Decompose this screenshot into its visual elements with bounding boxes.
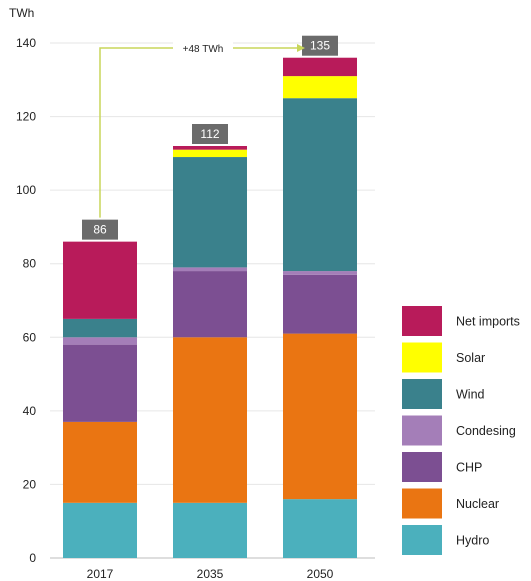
bar-segment-net-imports-2035: [173, 146, 247, 150]
bars: [63, 57, 357, 558]
bar-segment-chp-2017: [63, 344, 137, 422]
growth-annotation: +48 TWh: [99, 40, 305, 218]
bar-segment-wind-2017: [63, 318, 137, 338]
bar-segment-net-imports-2050: [283, 57, 357, 77]
total-label-box: [302, 35, 338, 56]
legend-swatch: [402, 488, 442, 519]
bar-segment-hydro-2050: [283, 499, 357, 558]
legend-label: Wind: [456, 388, 485, 402]
x-axis-ticks: 2017 2035 2050: [87, 567, 334, 581]
bar-segment-nuclear-2017: [63, 421, 137, 503]
bar-segment-condesing-2035: [173, 267, 247, 272]
legend-label: Nuclear: [456, 497, 499, 511]
total-label: 86: [93, 223, 107, 237]
x-tick-label: 2017: [87, 567, 114, 581]
y-tick-label: 20: [23, 477, 37, 491]
legend-swatch: [402, 379, 442, 409]
total-label: 112: [200, 127, 219, 141]
annotation-arrow-head: [297, 44, 305, 52]
total-label-box: [192, 124, 228, 144]
bar-segment-net-imports-2017: [63, 241, 137, 319]
bar-segment-wind-2035: [173, 157, 247, 268]
y-axis-ticks: 0 20 40 60 80 100 120 140: [16, 36, 36, 565]
legend-swatch: [402, 452, 442, 482]
legend-label: Condesing: [456, 424, 516, 438]
legend-swatch: [402, 306, 442, 336]
legend-label: Hydro: [456, 534, 489, 548]
bar-segment-chp-2035: [173, 271, 247, 338]
x-tick-label: 2050: [307, 567, 334, 581]
x-tick-label: 2035: [197, 567, 224, 581]
bar-segment-hydro-2035: [173, 502, 247, 558]
legend-label: CHP: [456, 461, 482, 475]
bar-segment-nuclear-2050: [283, 333, 357, 500]
y-tick-label: 60: [23, 330, 37, 344]
bar-segment-wind-2050: [283, 98, 357, 272]
total-labels: 86 112 135: [82, 35, 338, 240]
y-tick-label: 80: [23, 257, 37, 271]
legend-swatch: [402, 415, 442, 446]
y-tick-label: 40: [23, 404, 37, 418]
legend-swatch: [402, 342, 442, 373]
bar-segment-solar-2050: [283, 76, 357, 99]
total-label-box: [82, 219, 118, 240]
legend-swatch: [402, 525, 442, 555]
total-label: 135: [310, 39, 330, 53]
y-tick-label: 100: [16, 183, 36, 197]
bar-segment-hydro-2017: [63, 502, 137, 558]
bar-segment-nuclear-2035: [173, 337, 247, 503]
legend-label: Net imports: [456, 315, 520, 329]
y-tick-label: 0: [29, 551, 36, 565]
y-axis-unit: TWh: [9, 6, 34, 20]
legend-label: Solar: [456, 351, 485, 365]
annotation-text: +48 TWh: [183, 44, 224, 55]
bar-segment-solar-2035: [173, 149, 247, 158]
y-tick-label: 120: [16, 110, 36, 124]
annotation-text-background: [173, 40, 233, 56]
bar-segment-chp-2050: [283, 274, 357, 334]
y-tick-label: 140: [16, 36, 36, 50]
bar-segment-condesing-2050: [283, 271, 357, 275]
bar-segment-condesing-2017: [63, 337, 137, 345]
legend: Net imports Solar Wind Condesing CHP Nuclear H…: [402, 306, 520, 555]
